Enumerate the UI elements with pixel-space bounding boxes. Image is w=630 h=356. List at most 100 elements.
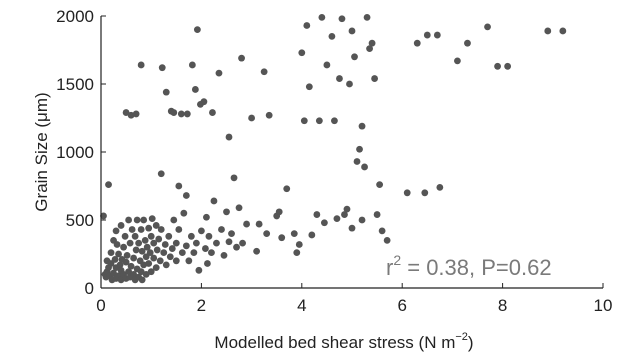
data-point <box>323 61 331 69</box>
data-point <box>433 31 441 39</box>
data-point <box>351 53 358 61</box>
data-point <box>363 13 371 21</box>
data-point <box>421 189 429 197</box>
data-point <box>123 251 131 259</box>
data-point <box>373 211 381 218</box>
data-point <box>145 224 153 232</box>
data-point <box>263 230 271 238</box>
data-point <box>152 222 160 229</box>
data-point <box>265 111 273 119</box>
data-point <box>198 227 205 235</box>
data-point <box>346 80 353 88</box>
data-point <box>333 215 341 223</box>
r-squared-annotation: r2 = 0.38, P=0.62 <box>386 252 552 280</box>
data-point <box>147 232 155 240</box>
data-point <box>248 114 256 122</box>
data-point <box>293 249 301 257</box>
data-point <box>172 239 180 247</box>
data-point <box>331 117 338 125</box>
x-tick-label: 6 <box>397 296 406 315</box>
data-point <box>141 237 149 244</box>
data-point <box>484 23 491 31</box>
data-point <box>464 39 471 47</box>
data-point <box>290 230 298 238</box>
x-tick-label: 0 <box>96 296 105 315</box>
data-point <box>423 31 431 39</box>
data-point <box>121 232 129 240</box>
data-point <box>175 182 183 190</box>
data-point <box>187 232 195 240</box>
data-point <box>328 33 336 40</box>
data-point <box>158 64 166 72</box>
data-point <box>494 62 501 70</box>
data-points <box>100 13 567 284</box>
data-point <box>559 27 567 35</box>
data-point <box>366 45 373 53</box>
data-point <box>190 249 198 257</box>
data-point <box>275 208 283 216</box>
data-point <box>178 249 186 257</box>
data-point <box>122 258 130 266</box>
data-point <box>165 232 173 240</box>
data-point <box>180 209 188 217</box>
y-tick-label: 2000 <box>56 7 94 26</box>
data-point <box>125 216 133 224</box>
data-point <box>353 158 361 165</box>
x-tick-label: 4 <box>297 296 306 315</box>
data-point <box>338 15 346 23</box>
data-point <box>188 61 196 69</box>
data-point <box>238 54 245 62</box>
data-point <box>305 83 313 91</box>
data-point <box>138 276 146 284</box>
data-point <box>150 254 158 262</box>
data-point <box>111 256 119 263</box>
data-point <box>113 241 121 248</box>
y-tick-label: 0 <box>85 279 94 298</box>
data-point <box>204 260 211 267</box>
data-point <box>100 212 107 220</box>
data-point <box>223 208 230 216</box>
data-point <box>125 268 133 276</box>
data-point <box>142 271 150 278</box>
data-point <box>403 189 411 197</box>
data-point <box>133 216 141 224</box>
data-point <box>371 75 378 82</box>
data-point <box>341 211 348 218</box>
data-point <box>348 224 356 232</box>
data-point <box>152 264 160 271</box>
data-point <box>147 268 155 276</box>
data-point <box>376 181 384 189</box>
data-point <box>122 109 130 116</box>
data-point <box>228 230 235 238</box>
data-point <box>202 245 209 252</box>
data-point <box>208 249 215 257</box>
data-point <box>233 243 240 251</box>
data-point <box>138 247 146 255</box>
data-point <box>283 185 291 193</box>
x-axis-ticks: 0 2 4 6 8 10 <box>96 283 612 315</box>
data-point <box>215 69 223 77</box>
y-axis-label: Grain Size (μm) <box>32 92 51 211</box>
data-point <box>110 269 117 277</box>
data-point <box>137 61 145 69</box>
data-point <box>192 239 200 247</box>
x-tick-label: 2 <box>197 296 206 315</box>
y-axis-ticks: 0 500 1000 1500 2000 <box>56 7 106 298</box>
data-point <box>368 39 376 47</box>
data-point <box>213 239 220 247</box>
data-point <box>348 27 356 35</box>
data-point <box>320 219 328 227</box>
data-point <box>209 109 216 116</box>
data-point <box>150 239 158 247</box>
data-point <box>140 216 148 224</box>
data-point <box>117 222 125 229</box>
data-point <box>243 220 250 228</box>
data-point <box>300 117 308 125</box>
data-point <box>343 205 351 213</box>
data-point <box>436 183 444 191</box>
data-point <box>185 257 193 265</box>
data-point <box>218 226 225 233</box>
data-point <box>166 253 174 261</box>
data-point <box>504 62 512 70</box>
